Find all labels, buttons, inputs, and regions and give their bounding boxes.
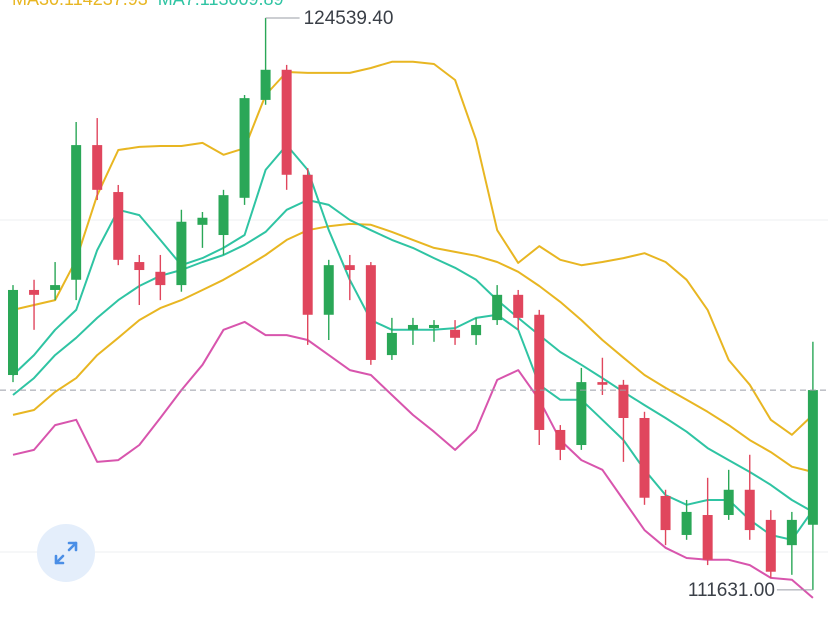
candle-body xyxy=(365,265,376,360)
candle-body xyxy=(197,217,208,225)
low-label: 111631.00 xyxy=(688,580,775,601)
grid xyxy=(0,219,828,553)
candle-body xyxy=(555,429,566,450)
candle-body xyxy=(807,390,818,525)
candle-body xyxy=(471,324,482,336)
candle-body xyxy=(744,489,755,531)
candle-body xyxy=(639,417,650,498)
high-label: 124539.40 xyxy=(304,8,394,29)
candle-body xyxy=(71,145,82,280)
candle-body xyxy=(702,515,713,560)
candle-body xyxy=(29,289,40,295)
legend-entry: MA7:113009.89 xyxy=(158,0,284,9)
candle-body xyxy=(407,324,418,330)
legend: MA30:114237.93 MA7:113009.89 xyxy=(12,0,284,9)
candle-body xyxy=(618,384,629,418)
candle-body xyxy=(492,294,503,321)
legend-entry: MA30:114237.93 xyxy=(12,0,148,9)
candle-body xyxy=(681,511,692,535)
candle-body xyxy=(534,314,545,430)
overlay: 124539.40 111631.00 xyxy=(0,8,828,601)
indicator-line xyxy=(12,199,814,513)
candle-body xyxy=(660,495,671,531)
candle-body xyxy=(513,294,524,318)
candle-body xyxy=(218,195,229,236)
candle-body xyxy=(50,285,61,290)
candle-body xyxy=(281,69,292,175)
expand-button-bg[interactable] xyxy=(37,524,95,582)
candle-body xyxy=(597,382,608,385)
candle-body xyxy=(429,324,439,329)
indicator-line xyxy=(12,320,814,599)
candle-body xyxy=(323,265,334,315)
candle-body xyxy=(155,271,166,286)
indicator-line xyxy=(12,60,814,436)
candle-body xyxy=(134,262,145,271)
candle-body xyxy=(113,192,124,260)
candle-body xyxy=(176,221,187,286)
candle-body xyxy=(302,174,313,315)
candle-body xyxy=(344,265,355,271)
candle-body xyxy=(723,489,734,516)
candle-body xyxy=(239,98,250,198)
candle-body xyxy=(8,289,18,376)
indicator-line xyxy=(12,222,814,473)
candle-body xyxy=(450,329,461,338)
candle-body xyxy=(786,519,797,546)
candle-body xyxy=(576,382,587,446)
candle-body xyxy=(92,145,103,190)
expand-icon[interactable] xyxy=(54,541,78,565)
expand-button[interactable] xyxy=(37,524,95,582)
candle-body xyxy=(386,332,397,356)
candle-body xyxy=(765,519,776,572)
candles xyxy=(8,17,818,590)
candle-body xyxy=(260,69,271,100)
